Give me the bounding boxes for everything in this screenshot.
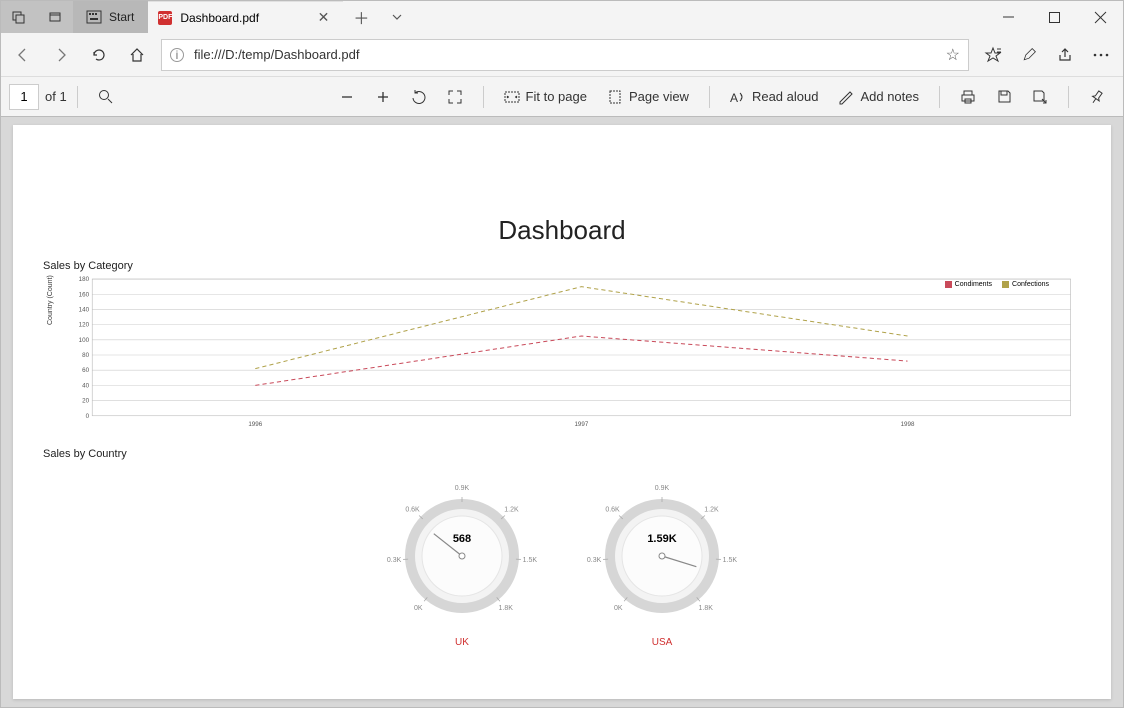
read-label: Read aloud bbox=[752, 89, 819, 104]
pdf-page: Dashboard Sales by Category CondimentsCo… bbox=[13, 125, 1111, 699]
refresh-button[interactable] bbox=[81, 37, 117, 73]
svg-text:140: 140 bbox=[79, 307, 90, 314]
svg-text:0K: 0K bbox=[414, 605, 423, 612]
svg-text:568: 568 bbox=[453, 533, 471, 545]
svg-text:0.9K: 0.9K bbox=[455, 485, 470, 492]
window-close-button[interactable] bbox=[1077, 1, 1123, 33]
gauge-usa: 0K0.3K0.6K0.9K1.2K1.5K1.8K 1.59K USA bbox=[582, 478, 742, 648]
tab-close-icon[interactable]: ✕ bbox=[314, 9, 334, 26]
svg-text:1.59K: 1.59K bbox=[647, 533, 676, 545]
rotate-button[interactable] bbox=[401, 79, 437, 115]
window-minimize-button[interactable] bbox=[985, 1, 1031, 33]
save-button[interactable] bbox=[986, 79, 1022, 115]
svg-text:A: A bbox=[730, 91, 738, 105]
page-view-button[interactable]: Page view bbox=[597, 79, 699, 115]
svg-text:40: 40 bbox=[82, 382, 90, 389]
svg-text:0K: 0K bbox=[614, 605, 623, 612]
gauge-uk: 0K0.3K0.6K0.9K1.2K1.5K1.8K 568 UK bbox=[382, 478, 542, 648]
zoom-in-button[interactable] bbox=[365, 79, 401, 115]
share-icon[interactable] bbox=[1047, 37, 1083, 73]
svg-text:0.3K: 0.3K bbox=[387, 557, 402, 564]
svg-text:1998: 1998 bbox=[901, 421, 915, 428]
svg-text:80: 80 bbox=[82, 352, 90, 359]
svg-text:1.5K: 1.5K bbox=[723, 557, 738, 564]
save-as-button[interactable] bbox=[1022, 79, 1058, 115]
svg-text:0: 0 bbox=[86, 413, 90, 420]
svg-text:160: 160 bbox=[79, 291, 90, 298]
page-total-label: of 1 bbox=[45, 89, 67, 104]
svg-text:1.2K: 1.2K bbox=[504, 506, 519, 513]
forward-button[interactable] bbox=[43, 37, 79, 73]
page-title: Dashboard bbox=[43, 215, 1081, 246]
fit-to-page-button[interactable]: Fit to page bbox=[494, 79, 597, 115]
search-icon[interactable] bbox=[88, 79, 124, 115]
taskbar-start[interactable]: Start bbox=[73, 1, 148, 33]
section2-title: Sales by Country bbox=[43, 448, 1081, 460]
svg-text:0.3K: 0.3K bbox=[587, 557, 602, 564]
read-aloud-button[interactable]: A Read aloud bbox=[720, 79, 829, 115]
svg-text:0.9K: 0.9K bbox=[655, 485, 670, 492]
svg-text:1.2K: 1.2K bbox=[704, 506, 719, 513]
pin-button[interactable] bbox=[1079, 79, 1115, 115]
favorites-list-icon[interactable] bbox=[975, 37, 1011, 73]
pdf-icon: PDF bbox=[158, 11, 172, 25]
url-text: file:///D:/temp/Dashboard.pdf bbox=[194, 47, 359, 62]
section1-title: Sales by Category bbox=[43, 260, 1081, 272]
line-chart: Country (Count) 020406080100120140160180… bbox=[61, 274, 1081, 436]
pdf-viewport[interactable]: Dashboard Sales by Category CondimentsCo… bbox=[1, 117, 1123, 707]
window-maximize-button[interactable] bbox=[1031, 1, 1077, 33]
print-button[interactable] bbox=[950, 79, 986, 115]
page-number-input[interactable] bbox=[9, 84, 39, 110]
browser-tab[interactable]: PDF Dashboard.pdf ✕ bbox=[148, 1, 343, 33]
sys-btn-1[interactable] bbox=[1, 1, 37, 33]
svg-text:1.8K: 1.8K bbox=[699, 605, 714, 612]
address-bar[interactable]: i file:///D:/temp/Dashboard.pdf ☆ bbox=[161, 39, 969, 71]
svg-text:1997: 1997 bbox=[574, 421, 588, 428]
favorite-icon[interactable]: ☆ bbox=[946, 45, 960, 65]
start-label: Start bbox=[109, 10, 134, 24]
y-axis-label: Country (Count) bbox=[47, 275, 54, 325]
svg-text:1.8K: 1.8K bbox=[499, 605, 514, 612]
pen-icon[interactable] bbox=[1011, 37, 1047, 73]
gauge-row: 0K0.3K0.6K0.9K1.2K1.5K1.8K 568 UK 0K0.3K… bbox=[43, 478, 1081, 648]
info-icon: i bbox=[170, 48, 184, 62]
new-tab-button[interactable]: ＋ bbox=[343, 1, 379, 33]
tab-chevron-icon[interactable] bbox=[379, 1, 415, 33]
fit-label: Fit to page bbox=[526, 89, 587, 104]
expand-button[interactable] bbox=[437, 79, 473, 115]
svg-text:1.5K: 1.5K bbox=[523, 557, 538, 564]
navbar: i file:///D:/temp/Dashboard.pdf ☆ bbox=[1, 33, 1123, 77]
svg-text:0.6K: 0.6K bbox=[605, 506, 620, 513]
svg-text:1996: 1996 bbox=[248, 421, 262, 428]
zoom-out-button[interactable] bbox=[329, 79, 365, 115]
pdf-toolbar: of 1 Fit to page Page view A Read aloud A… bbox=[1, 77, 1123, 117]
svg-text:120: 120 bbox=[79, 322, 90, 329]
svg-text:0.6K: 0.6K bbox=[405, 506, 420, 513]
home-button[interactable] bbox=[119, 37, 155, 73]
back-button[interactable] bbox=[5, 37, 41, 73]
pageview-label: Page view bbox=[629, 89, 689, 104]
svg-text:100: 100 bbox=[79, 337, 90, 344]
tab-title: Dashboard.pdf bbox=[180, 11, 259, 25]
keyboard-icon bbox=[87, 11, 101, 23]
sys-btn-2[interactable] bbox=[37, 1, 73, 33]
svg-text:60: 60 bbox=[82, 367, 90, 374]
notes-label: Add notes bbox=[860, 89, 919, 104]
svg-text:20: 20 bbox=[82, 398, 90, 405]
add-notes-button[interactable]: Add notes bbox=[828, 79, 929, 115]
more-icon[interactable] bbox=[1083, 37, 1119, 73]
titlebar: Start PDF Dashboard.pdf ✕ ＋ bbox=[1, 1, 1123, 33]
svg-text:180: 180 bbox=[79, 276, 90, 283]
